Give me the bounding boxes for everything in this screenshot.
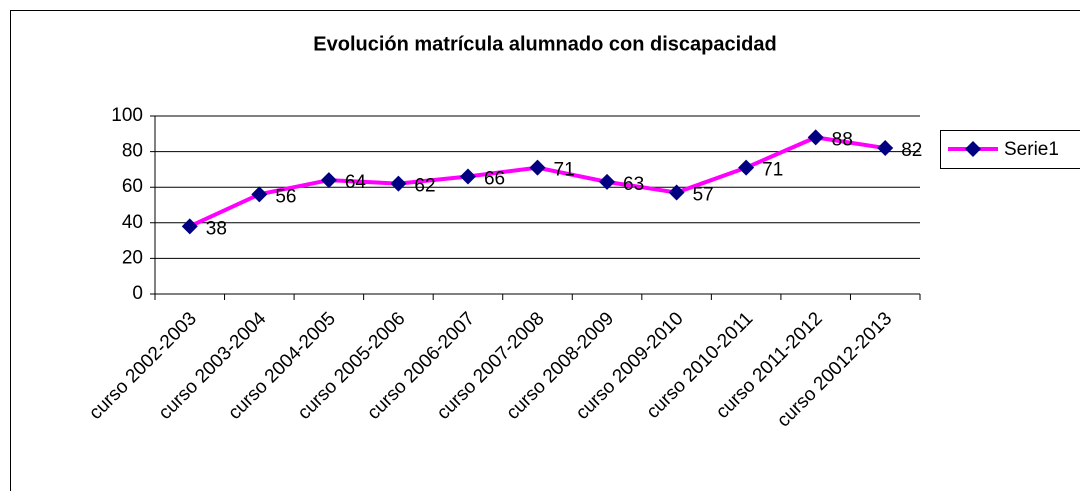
- data-label: 82: [901, 140, 922, 161]
- data-point: [390, 175, 407, 192]
- legend-marker: [965, 141, 981, 157]
- y-tick-label: 80: [122, 141, 143, 162]
- data-point: [320, 172, 337, 189]
- legend-label: Serie1: [1004, 139, 1059, 160]
- data-point: [181, 218, 198, 235]
- data-label: 66: [484, 169, 505, 190]
- y-tick-label: 0: [132, 283, 143, 304]
- chart-title: Evolución matrícula alumnado con discapa…: [313, 33, 776, 55]
- data-point: [599, 173, 616, 190]
- data-label: 71: [554, 160, 575, 181]
- y-tick-label: 40: [122, 212, 143, 233]
- data-label: 56: [275, 186, 296, 207]
- data-point: [668, 184, 685, 201]
- data-label: 71: [762, 160, 783, 181]
- data-point: [807, 129, 824, 146]
- data-label: 88: [832, 129, 853, 150]
- data-label: 62: [414, 176, 435, 197]
- y-tick-label: 60: [122, 176, 143, 197]
- data-point: [877, 140, 894, 157]
- chart-border: [10, 10, 1080, 491]
- data-point: [738, 159, 755, 176]
- y-tick-label: 20: [122, 247, 143, 268]
- data-point: [529, 159, 546, 176]
- data-label: 38: [206, 218, 227, 239]
- y-tick-label: 100: [111, 105, 143, 126]
- data-point: [251, 186, 268, 203]
- data-label: 57: [693, 185, 714, 206]
- data-label: 63: [623, 174, 644, 195]
- data-label: 64: [345, 172, 367, 193]
- data-point: [459, 168, 476, 185]
- legend: Serie1: [940, 130, 1080, 169]
